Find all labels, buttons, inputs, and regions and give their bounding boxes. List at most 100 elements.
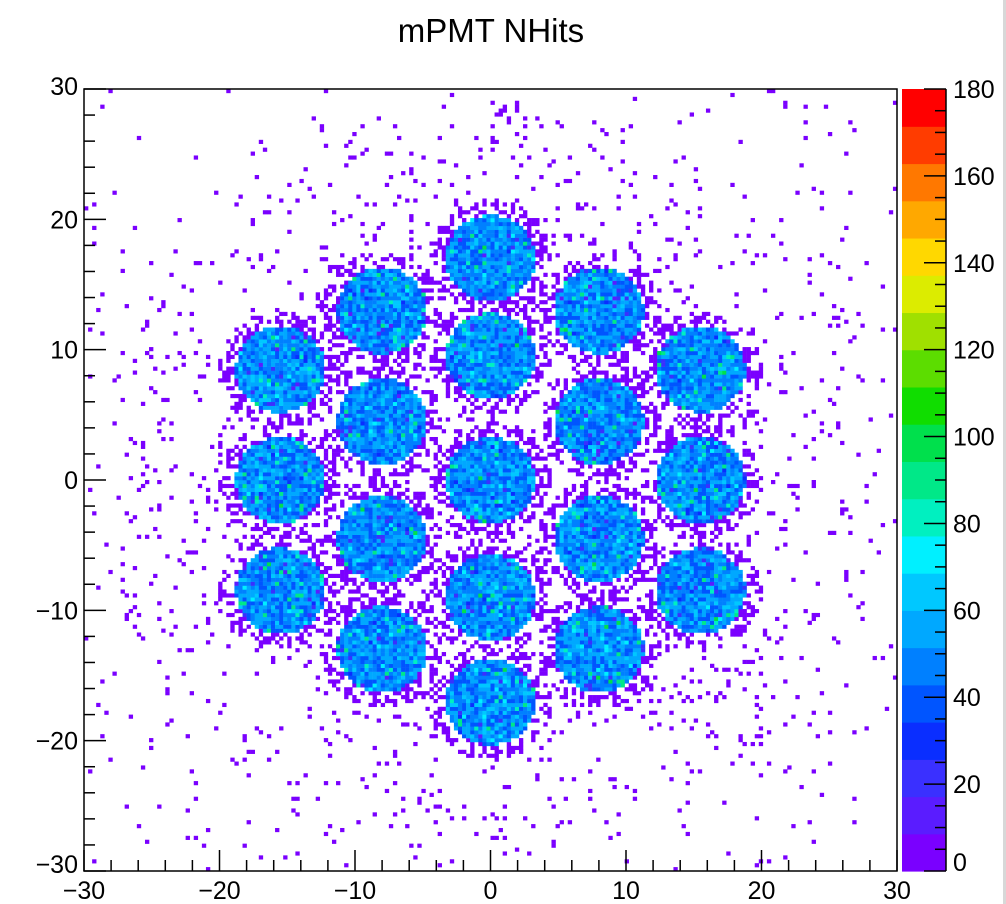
heatmap-cell	[470, 452, 475, 457]
heatmap-cell	[287, 495, 292, 500]
heatmap-cell	[283, 855, 288, 860]
heatmap-cell	[417, 675, 422, 680]
heatmap-cell	[336, 315, 341, 320]
heatmap-cell	[352, 331, 357, 336]
heatmap-cell	[348, 413, 353, 418]
heatmap-cell	[262, 569, 268, 575]
heatmap-cell	[401, 542, 406, 547]
heatmap-cell	[315, 569, 321, 575]
heatmap-cell	[356, 652, 361, 657]
heatmap-cell	[474, 702, 479, 708]
heatmap-cell	[437, 425, 442, 430]
heatmap-cell	[254, 636, 260, 641]
heatmap-cell	[372, 296, 377, 301]
heatmap-cell	[144, 319, 150, 324]
heatmap-cell	[149, 738, 154, 743]
heatmap-cell	[462, 679, 467, 684]
heatmap-cell	[380, 542, 386, 547]
heatmap-cell	[344, 323, 349, 328]
heatmap-cell	[372, 261, 377, 266]
heatmap-cell	[344, 659, 349, 665]
heatmap-cell	[344, 577, 349, 582]
heatmap-cell	[307, 609, 312, 614]
heatmap-cell	[331, 264, 337, 270]
heatmap-cell	[449, 706, 455, 711]
heatmap-cell	[449, 456, 455, 461]
heatmap-cell	[453, 710, 459, 715]
heatmap-cell	[295, 378, 300, 383]
heatmap-cell	[417, 679, 422, 684]
heatmap-cell	[287, 569, 292, 575]
heatmap-cell	[254, 374, 260, 379]
heatmap-cell	[238, 452, 243, 457]
heatmap-cell	[462, 573, 467, 578]
heatmap-cell	[279, 409, 284, 414]
heatmap-cell	[368, 671, 373, 676]
heatmap-cell	[429, 358, 434, 363]
heatmap-cell	[409, 554, 414, 559]
heatmap-cell	[466, 706, 471, 711]
heatmap-cell	[307, 386, 312, 391]
heatmap-cell	[384, 550, 390, 555]
heatmap-cell	[287, 511, 292, 516]
heatmap-cell	[470, 307, 475, 313]
heatmap-cell	[417, 530, 422, 535]
heatmap-cell	[368, 581, 373, 586]
heatmap-cell	[214, 726, 219, 731]
heatmap-cell	[445, 288, 451, 293]
heatmap-cell	[380, 480, 386, 485]
heatmap-cell	[474, 663, 479, 668]
heatmap-cell	[449, 245, 455, 250]
heatmap-cell	[303, 773, 308, 778]
heatmap-cell	[384, 577, 390, 582]
heatmap-cell	[352, 409, 357, 414]
heatmap-cell	[323, 632, 329, 637]
heatmap-cell	[315, 589, 321, 594]
heatmap-cell	[470, 386, 475, 391]
heatmap-cell	[266, 605, 272, 610]
heatmap-cell	[275, 378, 280, 383]
heatmap-cell	[262, 499, 268, 504]
heatmap-cell	[307, 354, 312, 360]
heatmap-cell	[295, 350, 300, 356]
heatmap-cell	[360, 526, 365, 532]
heatmap-cell	[453, 589, 459, 594]
heatmap-cell	[470, 257, 475, 262]
heatmap-cell	[384, 311, 390, 317]
heatmap-cell	[466, 307, 471, 313]
heatmap-cell	[238, 374, 243, 379]
heatmap-cell	[433, 307, 438, 313]
heatmap-cell	[250, 386, 255, 391]
heatmap-cell	[283, 339, 288, 344]
heatmap-cell	[331, 554, 337, 559]
heatmap-cell	[384, 585, 390, 590]
heatmap-cell	[307, 612, 312, 618]
heatmap-cell	[392, 781, 398, 786]
heatmap-cell	[299, 386, 304, 391]
heatmap-cell	[445, 319, 451, 324]
heatmap-cell	[376, 370, 381, 375]
heatmap-cell	[470, 464, 475, 469]
heatmap-cell	[352, 679, 357, 684]
heatmap-cell	[331, 480, 337, 485]
heatmap-cell	[380, 515, 386, 520]
heatmap-cell	[470, 745, 475, 751]
heatmap-cell	[303, 335, 308, 340]
heatmap-cell	[348, 589, 353, 594]
heatmap-cell	[397, 393, 402, 399]
heatmap-cell	[238, 350, 243, 356]
heatmap-cell	[254, 507, 260, 512]
heatmap-cell	[462, 237, 467, 242]
heatmap-cell	[388, 444, 394, 449]
heatmap-cell	[449, 343, 455, 348]
heatmap-cell	[462, 495, 467, 500]
heatmap-cell	[291, 444, 296, 449]
heatmap-cell	[401, 636, 406, 641]
heatmap-cell	[368, 347, 373, 352]
heatmap-cell	[319, 370, 325, 375]
heatmap-cell	[348, 456, 353, 461]
heatmap-cell	[283, 523, 288, 528]
heatmap-cell	[230, 519, 235, 524]
heatmap-cell	[364, 491, 369, 496]
heatmap-cell	[441, 276, 447, 281]
